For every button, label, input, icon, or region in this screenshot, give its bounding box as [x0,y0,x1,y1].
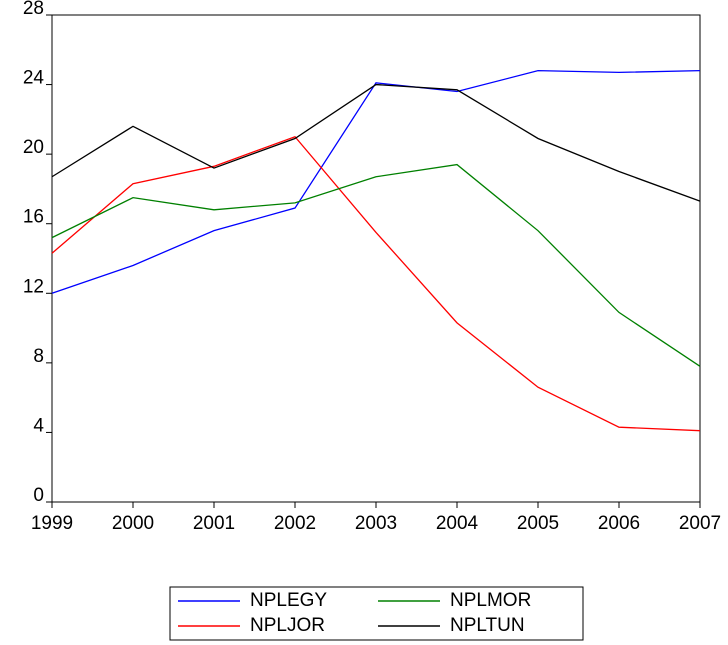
y-tick-label: 8 [33,346,44,367]
legend-label: NPLMOR [450,590,531,611]
x-tick-label: 2007 [679,513,721,534]
x-tick-label: 1999 [31,513,73,534]
x-tick-label: 2002 [274,513,316,534]
x-tick-label: 2004 [436,513,479,534]
y-tick-label: 28 [23,0,44,19]
y-tick-label: 16 [23,207,44,228]
x-tick-label: 2000 [112,513,154,534]
x-tick-label: 2005 [517,513,559,534]
y-tick-label: 24 [23,68,45,89]
series-line [51,70,701,294]
legend-box [169,586,584,641]
series-line [51,83,701,202]
y-tick-label: 20 [23,137,44,158]
x-tick-label: 2006 [598,513,640,534]
series-line [51,163,701,367]
y-tick-label: 12 [23,276,44,297]
x-tick-label: 2003 [355,513,397,534]
y-tick-label: 0 [33,485,44,506]
legend-label: NPLJOR [250,615,325,636]
series-line [51,135,701,432]
x-tick-label: 2001 [193,513,235,534]
y-tick-label: 4 [33,415,44,436]
legend-label: NPLEGY [250,590,327,611]
legend-label: NPLTUN [450,615,525,636]
